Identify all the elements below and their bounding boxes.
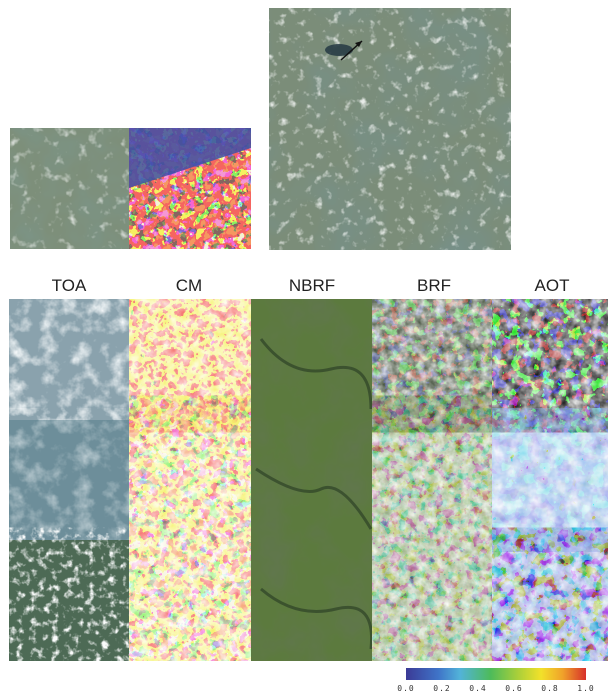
grid-cm-column <box>129 299 251 661</box>
top-satellite-rgb-small <box>10 128 129 249</box>
grid-brf-column <box>372 299 492 661</box>
colorbar-tick: 0.8 <box>541 684 559 693</box>
column-label-nbrf: NBRF <box>288 276 336 295</box>
grid-nbrf-column <box>251 299 372 661</box>
nbrf-image-column <box>251 299 372 661</box>
colorbar-tick: 0.2 <box>433 684 451 693</box>
grid-toa-column <box>9 299 129 661</box>
colorbar-tick: 0.0 <box>397 684 415 693</box>
satellite-rgb-image <box>10 128 129 249</box>
colorbar-tick: 1.0 <box>577 684 595 693</box>
cloud-mask-image <box>129 128 251 249</box>
toa-image-column <box>9 299 129 661</box>
colorbar-tick-labels: 0.0 0.2 0.4 0.6 0.8 1.0 <box>396 684 596 696</box>
colorbar-tick: 0.6 <box>505 684 523 693</box>
top-cloud-mask <box>129 128 251 249</box>
column-label-toa: TOA <box>51 276 87 295</box>
brf-image-column <box>372 299 492 661</box>
top-satellite-rgb-large <box>269 8 511 250</box>
colorbar-tick: 0.4 <box>469 684 487 693</box>
aot-image-column <box>492 299 608 661</box>
column-label-cm: CM <box>175 276 203 295</box>
column-label-aot: AOT <box>534 276 570 295</box>
satellite-rgb-large-image <box>269 8 511 250</box>
grid-aot-column <box>492 299 608 661</box>
aot-colorbar <box>406 668 586 680</box>
column-label-brf: BRF <box>417 276 451 295</box>
cm-image-column <box>129 299 251 661</box>
